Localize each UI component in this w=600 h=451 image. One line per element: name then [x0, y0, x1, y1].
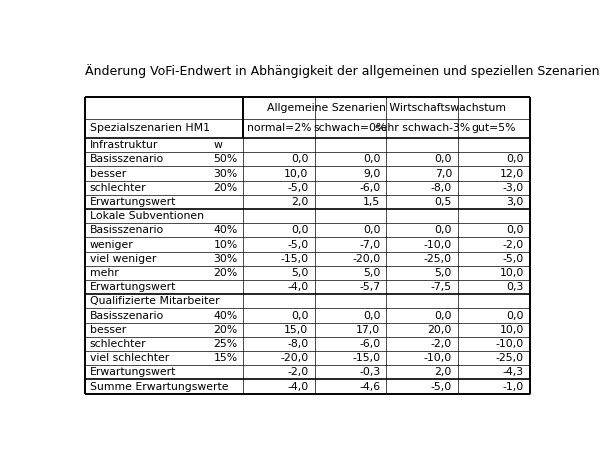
- Text: -4,3: -4,3: [503, 368, 524, 377]
- Text: -20,0: -20,0: [280, 353, 308, 363]
- Text: 0,0: 0,0: [363, 154, 380, 164]
- Text: 5,0: 5,0: [291, 268, 308, 278]
- Text: -2,0: -2,0: [502, 239, 524, 249]
- Text: 5,0: 5,0: [434, 268, 452, 278]
- Text: 25%: 25%: [214, 339, 238, 349]
- Text: 3,0: 3,0: [506, 197, 524, 207]
- Text: Summe Erwartungswerte: Summe Erwartungswerte: [90, 382, 228, 391]
- Text: 40%: 40%: [214, 311, 238, 321]
- Text: besser: besser: [90, 325, 126, 335]
- Text: -10,0: -10,0: [496, 339, 524, 349]
- Text: 0,0: 0,0: [506, 311, 524, 321]
- Text: -8,0: -8,0: [431, 183, 452, 193]
- Text: schlechter: schlechter: [90, 339, 146, 349]
- Text: -5,0: -5,0: [287, 183, 308, 193]
- Text: -2,0: -2,0: [287, 368, 308, 377]
- Text: 10,0: 10,0: [499, 268, 524, 278]
- Text: 5,0: 5,0: [363, 268, 380, 278]
- Text: 2,0: 2,0: [434, 368, 452, 377]
- Text: 10,0: 10,0: [499, 325, 524, 335]
- Text: -6,0: -6,0: [359, 339, 380, 349]
- Text: -10,0: -10,0: [424, 239, 452, 249]
- Text: -2,0: -2,0: [431, 339, 452, 349]
- Text: 2,0: 2,0: [291, 197, 308, 207]
- Text: 0,0: 0,0: [506, 226, 524, 235]
- Text: -10,0: -10,0: [424, 353, 452, 363]
- Text: schwach=0%: schwach=0%: [314, 124, 387, 133]
- Text: 20%: 20%: [214, 183, 238, 193]
- Text: sehr schwach-3%: sehr schwach-3%: [375, 124, 470, 133]
- Text: Lokale Subventionen: Lokale Subventionen: [90, 211, 204, 221]
- Text: 12,0: 12,0: [499, 169, 524, 179]
- Text: -0,3: -0,3: [359, 368, 380, 377]
- Text: -3,0: -3,0: [502, 183, 524, 193]
- Text: gut=5%: gut=5%: [472, 124, 517, 133]
- Text: 0,0: 0,0: [363, 311, 380, 321]
- Text: -5,7: -5,7: [359, 282, 380, 292]
- Text: 15%: 15%: [214, 353, 238, 363]
- Text: Infrastruktur: Infrastruktur: [90, 140, 158, 150]
- Text: Änderung VoFi-Endwert in Abhängigkeit der allgemeinen und speziellen Szenarien: Änderung VoFi-Endwert in Abhängigkeit de…: [85, 64, 599, 78]
- Text: 9,0: 9,0: [363, 169, 380, 179]
- Text: mehr: mehr: [90, 268, 118, 278]
- Text: 7,0: 7,0: [434, 169, 452, 179]
- Text: viel schlechter: viel schlechter: [90, 353, 169, 363]
- Text: 0,0: 0,0: [434, 154, 452, 164]
- Text: -25,0: -25,0: [496, 353, 524, 363]
- Text: 10%: 10%: [214, 239, 238, 249]
- Text: 40%: 40%: [214, 226, 238, 235]
- Text: weniger: weniger: [90, 239, 133, 249]
- Text: 30%: 30%: [214, 169, 238, 179]
- Text: 0,0: 0,0: [434, 226, 452, 235]
- Text: -7,0: -7,0: [359, 239, 380, 249]
- Text: besser: besser: [90, 169, 126, 179]
- Text: 20%: 20%: [214, 268, 238, 278]
- Text: -15,0: -15,0: [280, 254, 308, 264]
- Text: -4,0: -4,0: [287, 282, 308, 292]
- Text: 50%: 50%: [214, 154, 238, 164]
- Text: Basisszenario: Basisszenario: [90, 311, 164, 321]
- Text: 0,3: 0,3: [506, 282, 524, 292]
- Text: -5,0: -5,0: [502, 254, 524, 264]
- Text: Erwartungswert: Erwartungswert: [90, 282, 176, 292]
- Text: 0,5: 0,5: [434, 197, 452, 207]
- Text: 0,0: 0,0: [291, 154, 308, 164]
- Text: Basisszenario: Basisszenario: [90, 226, 164, 235]
- Text: 0,0: 0,0: [291, 226, 308, 235]
- Text: -5,0: -5,0: [287, 239, 308, 249]
- Text: 1,5: 1,5: [363, 197, 380, 207]
- Text: Erwartungswert: Erwartungswert: [90, 197, 176, 207]
- Text: 30%: 30%: [214, 254, 238, 264]
- Text: 20,0: 20,0: [428, 325, 452, 335]
- Text: -4,0: -4,0: [287, 382, 308, 391]
- Text: 0,0: 0,0: [363, 226, 380, 235]
- Text: -1,0: -1,0: [502, 382, 524, 391]
- Text: w: w: [214, 140, 223, 150]
- Text: -4,6: -4,6: [359, 382, 380, 391]
- Text: 10,0: 10,0: [284, 169, 308, 179]
- Text: Erwartungswert: Erwartungswert: [90, 368, 176, 377]
- Text: 17,0: 17,0: [356, 325, 380, 335]
- Text: 15,0: 15,0: [284, 325, 308, 335]
- Text: -25,0: -25,0: [424, 254, 452, 264]
- Text: -6,0: -6,0: [359, 183, 380, 193]
- Text: schlechter: schlechter: [90, 183, 146, 193]
- Text: -8,0: -8,0: [287, 339, 308, 349]
- Text: Qualifizierte Mitarbeiter: Qualifizierte Mitarbeiter: [90, 296, 220, 306]
- Text: -15,0: -15,0: [352, 353, 380, 363]
- Text: viel weniger: viel weniger: [90, 254, 156, 264]
- Text: -5,0: -5,0: [431, 382, 452, 391]
- Text: Spezialszenarien HM1: Spezialszenarien HM1: [90, 124, 210, 133]
- Text: -20,0: -20,0: [352, 254, 380, 264]
- Text: Allgemeine Szenarien Wirtschaftswachstum: Allgemeine Szenarien Wirtschaftswachstum: [267, 103, 506, 113]
- Text: normal=2%: normal=2%: [247, 124, 311, 133]
- Text: 0,0: 0,0: [434, 311, 452, 321]
- Text: 20%: 20%: [214, 325, 238, 335]
- Text: Basisszenario: Basisszenario: [90, 154, 164, 164]
- Text: 0,0: 0,0: [291, 311, 308, 321]
- Text: 0,0: 0,0: [506, 154, 524, 164]
- Text: -7,5: -7,5: [431, 282, 452, 292]
